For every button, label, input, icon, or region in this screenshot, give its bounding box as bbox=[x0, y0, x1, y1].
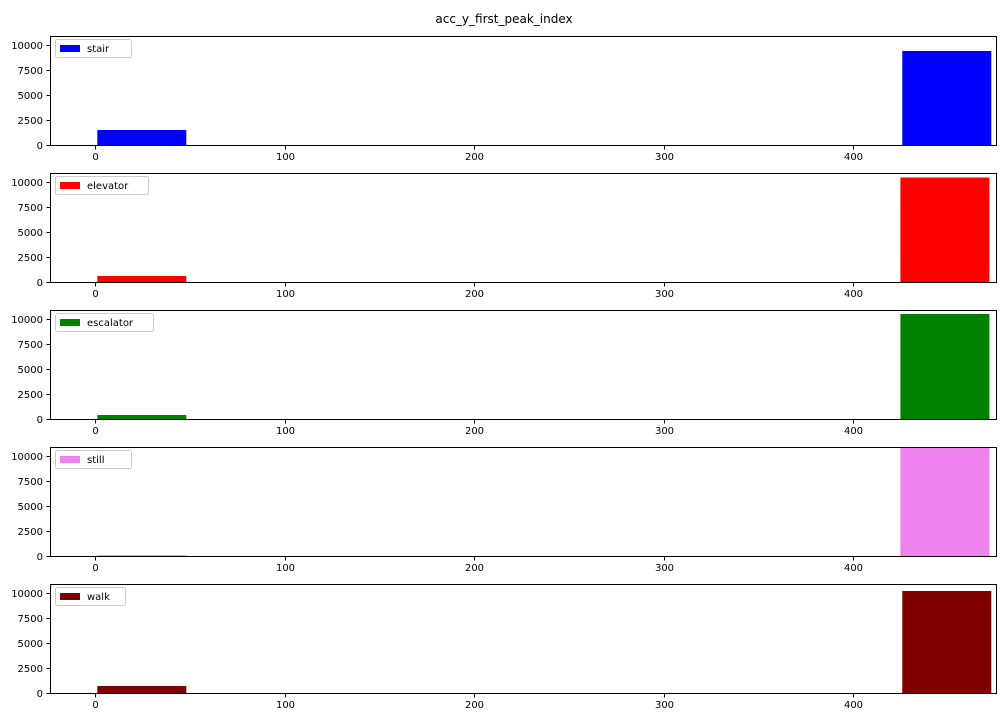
y-tick-label: 7500 bbox=[18, 477, 43, 488]
x-tick-label: 200 bbox=[465, 563, 484, 574]
subplot-stair: 0 100 200 300 400 0 2500 5000 7500 10000 stair bbox=[11, 36, 997, 163]
legend-swatch-walk bbox=[60, 593, 80, 600]
x-tick-label: 300 bbox=[655, 700, 674, 711]
y-tick-label: 10000 bbox=[11, 41, 43, 52]
legend-label-walk: walk bbox=[87, 592, 110, 603]
y-tick-label: 2500 bbox=[18, 664, 43, 675]
x-tick-label: 200 bbox=[465, 152, 484, 163]
x-tick-label: 100 bbox=[276, 563, 295, 574]
y-tick-label: 5000 bbox=[18, 228, 43, 239]
x-tick-label: 100 bbox=[276, 700, 295, 711]
x-tick-label: 400 bbox=[844, 152, 863, 163]
x-tick-label: 100 bbox=[276, 289, 295, 300]
y-tick-label: 0 bbox=[37, 552, 43, 563]
x-tick-label: 400 bbox=[844, 563, 863, 574]
y-tick-label: 2500 bbox=[18, 527, 43, 538]
x-tick-label: 400 bbox=[844, 426, 863, 437]
figure-title: acc_y_first_peak_index bbox=[435, 12, 573, 26]
legend-label-stair: stair bbox=[87, 44, 110, 55]
y-tick-label: 7500 bbox=[18, 66, 43, 77]
legend-box bbox=[55, 39, 132, 58]
legend-label-elevator: elevator bbox=[87, 181, 129, 192]
legend-label-still: still bbox=[87, 455, 104, 466]
y-tick-label: 5000 bbox=[18, 639, 43, 650]
legend-box bbox=[55, 313, 154, 332]
x-tick-label: 0 bbox=[92, 426, 98, 437]
axes-frame bbox=[50, 310, 997, 420]
bar-stair-0 bbox=[97, 130, 187, 145]
x-tick-label: 0 bbox=[92, 289, 98, 300]
y-tick-label: 0 bbox=[37, 278, 43, 289]
y-tick-label: 10000 bbox=[11, 589, 43, 600]
legend-box bbox=[55, 450, 132, 469]
legend-swatch-escalator bbox=[60, 319, 80, 326]
y-tick-label: 0 bbox=[37, 415, 43, 426]
x-tick-label: 200 bbox=[465, 426, 484, 437]
x-tick-label: 0 bbox=[92, 152, 98, 163]
y-tick-label: 5000 bbox=[18, 365, 43, 376]
y-tick-label: 0 bbox=[37, 141, 43, 152]
bar-still-0 bbox=[97, 555, 187, 556]
y-tick-label: 0 bbox=[37, 689, 43, 700]
legend-label-escalator: escalator bbox=[87, 318, 134, 329]
subplot-still: 0 100 200 300 400 0 2500 5000 7500 10000 still bbox=[11, 447, 997, 574]
bar-escalator-1 bbox=[900, 314, 990, 419]
x-tick-label: 100 bbox=[276, 426, 295, 437]
x-tick-label: 200 bbox=[465, 289, 484, 300]
x-tick-label: 200 bbox=[465, 700, 484, 711]
x-tick-label: 400 bbox=[844, 289, 863, 300]
x-tick-label: 300 bbox=[655, 289, 674, 300]
x-tick-label: 300 bbox=[655, 426, 674, 437]
x-tick-label: 300 bbox=[655, 152, 674, 163]
y-tick-label: 10000 bbox=[11, 178, 43, 189]
y-tick-label: 2500 bbox=[18, 116, 43, 127]
bar-walk-0 bbox=[97, 686, 187, 693]
bar-walk-1 bbox=[902, 591, 992, 693]
x-tick-label: 300 bbox=[655, 563, 674, 574]
y-tick-label: 10000 bbox=[11, 315, 43, 326]
bar-escalator-0 bbox=[97, 415, 187, 419]
bar-elevator-0 bbox=[97, 276, 187, 282]
legend-box bbox=[55, 176, 149, 195]
x-tick-label: 0 bbox=[92, 700, 98, 711]
legend-swatch-elevator bbox=[60, 182, 80, 189]
x-tick-label: 400 bbox=[844, 700, 863, 711]
y-tick-label: 2500 bbox=[18, 390, 43, 401]
y-tick-label: 7500 bbox=[18, 203, 43, 214]
bar-elevator-1 bbox=[900, 177, 990, 282]
axes-frame bbox=[50, 173, 997, 283]
axes-frame bbox=[50, 584, 997, 694]
axes-frame bbox=[50, 447, 997, 557]
y-tick-label: 7500 bbox=[18, 614, 43, 625]
y-tick-label: 5000 bbox=[18, 91, 43, 102]
y-tick-label: 10000 bbox=[11, 452, 43, 463]
y-tick-label: 2500 bbox=[18, 253, 43, 264]
subplot-elevator: 0 100 200 300 400 0 2500 5000 7500 10000 elevator bbox=[11, 173, 997, 300]
legend-swatch-still bbox=[60, 456, 80, 463]
bar-still-1 bbox=[900, 447, 990, 556]
axes-frame bbox=[50, 36, 997, 146]
bar-stair-1 bbox=[902, 51, 992, 145]
subplot-walk: 0 100 200 300 400 0 2500 5000 7500 10000 walk bbox=[11, 584, 997, 711]
y-tick-label: 5000 bbox=[18, 502, 43, 513]
x-tick-label: 100 bbox=[276, 152, 295, 163]
y-tick-label: 7500 bbox=[18, 340, 43, 351]
x-tick-label: 0 bbox=[92, 563, 98, 574]
legend-box bbox=[55, 587, 126, 606]
legend-swatch-stair bbox=[60, 45, 80, 52]
subplot-escalator: 0 100 200 300 400 0 2500 5000 7500 10000 escalator bbox=[11, 310, 997, 437]
